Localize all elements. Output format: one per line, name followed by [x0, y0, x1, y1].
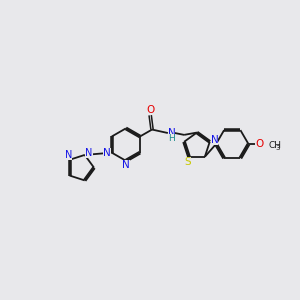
Text: N: N	[65, 150, 72, 160]
Text: N: N	[85, 148, 93, 158]
Text: S: S	[184, 157, 191, 167]
Text: N: N	[122, 160, 130, 170]
Text: H: H	[168, 134, 175, 142]
Text: N: N	[211, 134, 218, 145]
Text: 3: 3	[276, 145, 280, 151]
Text: N: N	[168, 128, 176, 138]
Text: CH: CH	[268, 140, 281, 149]
Text: O: O	[146, 105, 154, 115]
Text: N: N	[103, 148, 110, 158]
Text: O: O	[255, 139, 264, 149]
